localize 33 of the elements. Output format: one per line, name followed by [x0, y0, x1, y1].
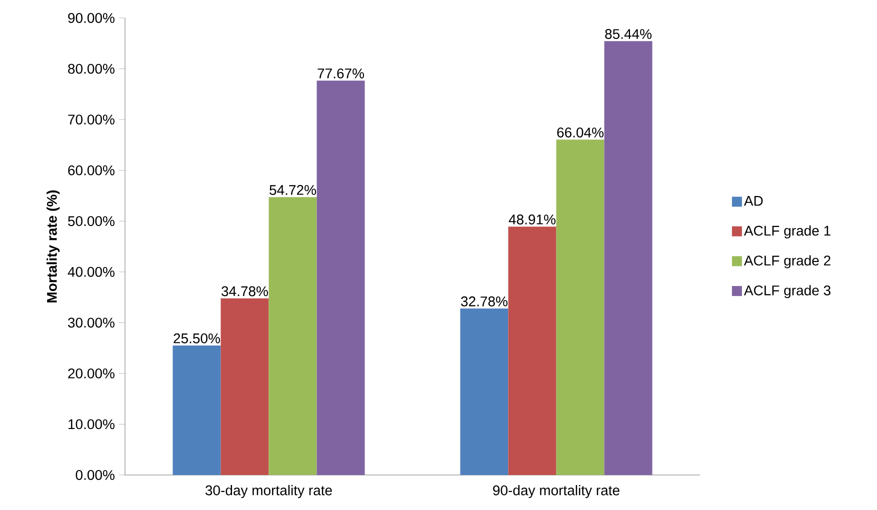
bar: [460, 308, 508, 475]
data-label: 54.72%: [270, 185, 316, 195]
y-tick-label: 80.00%: [68, 64, 114, 74]
x-tick-label: 90-day mortality rate: [493, 485, 620, 498]
y-tick-label: 60.00%: [68, 165, 114, 176]
y-tick-label: 0.00%: [76, 470, 114, 480]
bar: [508, 226, 556, 475]
y-tick-label: 70.00%: [68, 114, 114, 125]
y-tick-label: 40.00%: [68, 266, 114, 277]
y-tick-label: 10.00%: [68, 419, 114, 430]
y-tick-label: 20.00%: [68, 368, 114, 378]
data-label: 25.50%: [174, 333, 220, 344]
legend-label: AD: [744, 196, 763, 206]
data-label: 66.04%: [557, 128, 604, 138]
data-label: 48.91%: [508, 214, 556, 224]
bar: [268, 197, 317, 475]
bar: [172, 346, 221, 475]
legend-label: ACLF grade 3: [744, 285, 830, 298]
legend-label: ACLF grade 2: [744, 255, 830, 268]
data-label: 32.78%: [461, 296, 508, 306]
x-tick-label: 30-day mortality rate: [205, 485, 332, 498]
y-tick-label: 90.00%: [68, 13, 114, 23]
bar: [316, 80, 365, 475]
bar: [604, 41, 652, 475]
y-axis-title: Mortality rate (%): [46, 190, 60, 302]
data-label: 34.78%: [222, 286, 268, 296]
data-label: 85.44%: [605, 29, 652, 39]
y-tick-label: 50.00%: [68, 216, 114, 226]
y-tick-label: 30.00%: [68, 318, 114, 328]
data-label: 77.67%: [318, 68, 364, 78]
legend-label: ACLF grade 1: [744, 225, 830, 238]
bar: [220, 298, 269, 475]
bar: [556, 140, 604, 475]
